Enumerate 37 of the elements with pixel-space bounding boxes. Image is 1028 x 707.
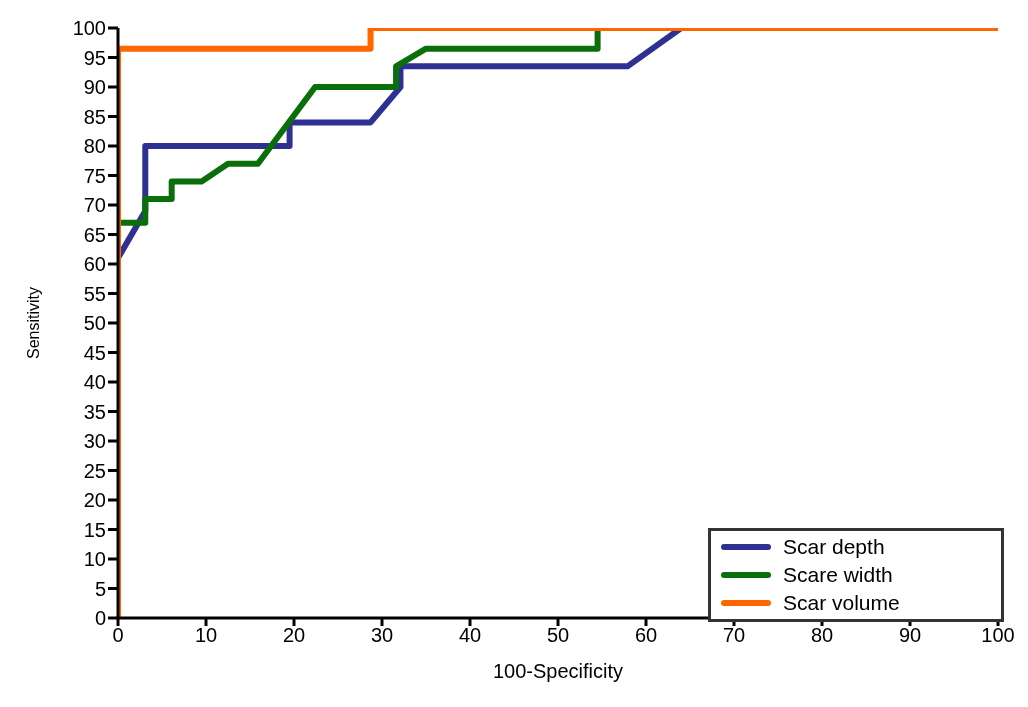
y-tick-label: 75	[83, 164, 106, 187]
x-axis-title: 100-Specificity	[492, 660, 624, 682]
y-tick-label: 5	[94, 577, 106, 600]
y-tick-label: 95	[83, 46, 106, 69]
x-tick-label: 50	[546, 624, 570, 647]
y-tick-label: 0	[94, 607, 106, 630]
y-tick-label: 90	[83, 76, 106, 99]
x-tick-label: 30	[370, 624, 394, 647]
y-tick-label: 80	[83, 135, 106, 158]
y-axis-title: Sensitivity	[24, 286, 42, 360]
x-tick-label: 40	[458, 624, 482, 647]
y-tick-label: 50	[83, 312, 106, 335]
x-tick-label: 60	[634, 624, 658, 647]
legend-label: Scar volume	[783, 591, 900, 615]
y-tick-label: 65	[83, 223, 106, 246]
y-tick-label: 35	[83, 400, 106, 423]
legend-label: Scar depth	[783, 535, 885, 559]
x-tick-label: 0	[112, 624, 124, 647]
y-tick-label: 60	[83, 253, 106, 276]
x-tick-label: 100	[981, 624, 1015, 647]
y-tick-label: 40	[83, 371, 106, 394]
x-tick-label: 10	[194, 624, 218, 647]
y-tick-label: 10	[83, 548, 106, 571]
y-tick-label: 45	[83, 341, 106, 364]
y-tick-label: 20	[83, 489, 106, 512]
y-tick-label: 70	[83, 194, 106, 217]
y-tick-label: 15	[83, 518, 106, 541]
legend-label: Scare width	[783, 563, 893, 587]
y-tick-label: 85	[83, 105, 106, 128]
x-tick-label: 90	[898, 624, 922, 647]
y-tick-label: 25	[83, 459, 106, 482]
y-tick-label: 100	[72, 17, 106, 40]
y-tick-label: 30	[83, 430, 106, 453]
x-tick-label: 80	[810, 624, 834, 647]
x-tick-label: 20	[282, 624, 306, 647]
x-tick-label: 70	[722, 624, 746, 647]
y-tick-label: 55	[83, 282, 106, 305]
